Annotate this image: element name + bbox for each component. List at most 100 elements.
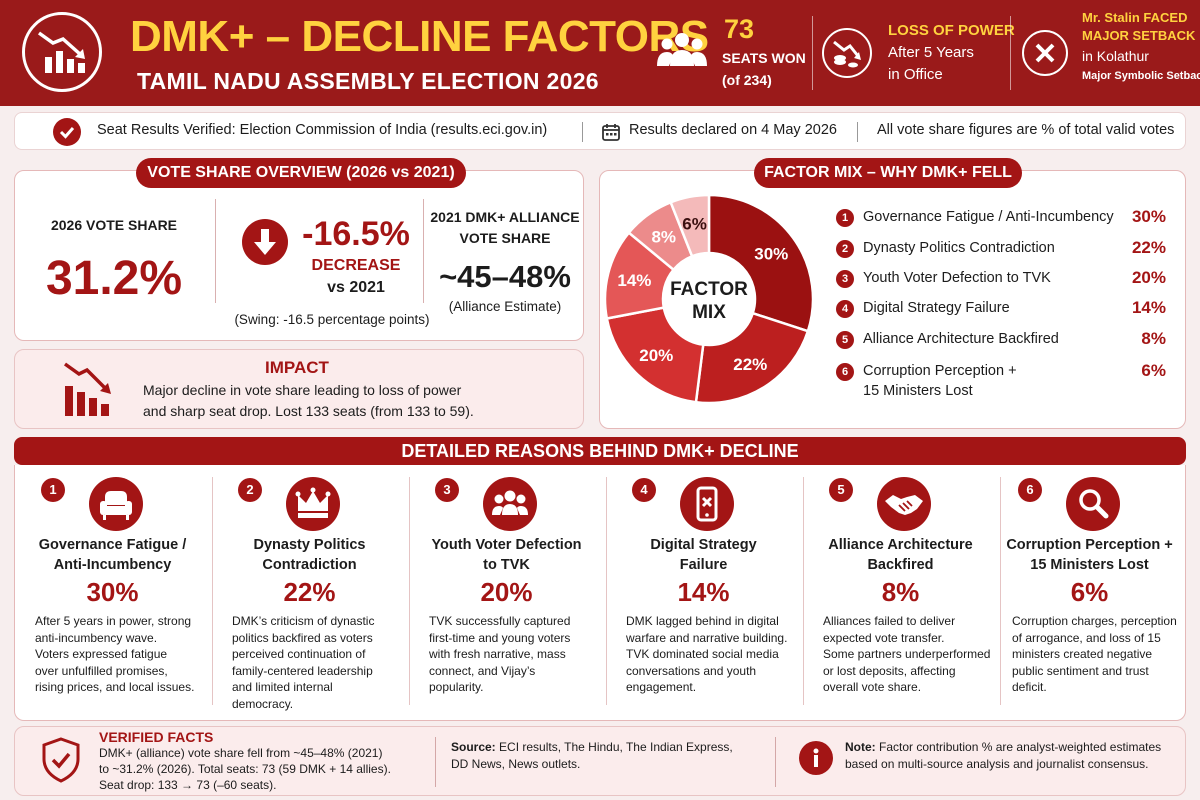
reason-description: After 5 years in power, strong anti-incum… [35, 614, 195, 694]
mobile-error-icon [680, 477, 734, 531]
reason-title: Corruption Perception +15 Ministers Lost [1006, 537, 1173, 573]
legend-label: Alliance Architecture Backfired [863, 331, 1059, 347]
calendar-icon [601, 122, 621, 146]
factor-mix-heading: FACTOR MIX – WHY DMK+ FELL [754, 158, 1022, 188]
reason-percent: 30% [86, 577, 139, 607]
legend-number-badge: 3 [836, 270, 854, 288]
verified-facts-line1: DMK+ (alliance) vote share fell from ~45… [99, 746, 383, 760]
declining-chart-logo-icon [22, 12, 102, 92]
vote-share-change-value: -16.5% [302, 215, 410, 253]
verified-facts-line3: Seat drop: 133 → 73 (–60 seats). [99, 778, 277, 792]
pie-slice-label: 8% [651, 228, 676, 247]
pie-slice-label: 20% [639, 346, 673, 365]
impact-panel: IMPACT Major decline in vote share leadi… [14, 349, 584, 429]
footer-panel: VERIFIED FACTS DMK+ (alliance) vote shar… [14, 726, 1186, 796]
magnifying-glass-icon [1066, 477, 1120, 531]
divider [212, 477, 213, 705]
reason-number: 5 [829, 478, 853, 502]
reason-title: Alliance Architecture Backfired [828, 537, 973, 573]
reason-description: TVK successfully captured first-time and … [429, 614, 571, 694]
reason-number: 3 [435, 478, 459, 502]
legend-value: 22% [1131, 238, 1166, 257]
reason-number: 6 [1018, 478, 1042, 502]
verification-source: Seat Results Verified: Election Commissi… [97, 122, 548, 138]
info-icon [799, 741, 833, 775]
pie-slice [694, 311, 810, 405]
divider [215, 199, 216, 303]
legend-item: 4 Digital Strategy Failure 14% [836, 298, 1166, 322]
pie-slice-label: 30% [754, 245, 788, 264]
legend-item: 6 Corruption Perception + 15 Ministers L… [836, 361, 1166, 405]
loss-of-power-title: LOSS OF POWER [888, 22, 1015, 39]
reason-percent: 14% [677, 577, 730, 607]
legend-label: Governance Fatigue / Anti-Incumbency [863, 209, 1114, 225]
legend-label: Corruption Perception + [863, 363, 1017, 379]
page-subtitle: TAMIL NADU ASSEMBLY ELECTION 2026 [137, 68, 599, 94]
legend-number-badge: 2 [836, 240, 854, 258]
vote-share-2021-note: (Alliance Estimate) [448, 299, 562, 314]
vote-share-2021-label-line1: 2021 DMK+ ALLIANCE [430, 209, 580, 225]
close-x-icon [1022, 30, 1068, 76]
legend-label-line2: 15 Ministers Lost [863, 383, 973, 399]
reason-percent: 8% [881, 577, 920, 607]
reason-description: Corruption charges, perception of arrogan… [1012, 614, 1177, 694]
pie-slice-label: 22% [733, 355, 767, 374]
donut-center-line1: FACTOR [670, 279, 748, 300]
verify-separator [582, 122, 583, 142]
people-group-icon [483, 477, 537, 531]
reason-title: Dynasty Politics Contradiction [253, 537, 366, 573]
legend-value: 6% [1141, 361, 1166, 380]
factor-mix-panel: 30% 22% 20% 14% 8% 6% FACTOR MIX [599, 170, 1186, 429]
pie-slice [605, 306, 705, 404]
vote-share-2026-label: 2026 VOTE SHARE [50, 217, 178, 233]
legend-label: Dynasty Politics Contradiction [863, 240, 1055, 256]
legend-value: 20% [1131, 268, 1166, 287]
vote-share-note: All vote share figures are % of total va… [877, 122, 1175, 138]
pie-slice [669, 193, 711, 258]
vote-share-heading: VOTE SHARE OVERVIEW (2026 vs 2021) [136, 158, 466, 188]
impact-line1: Major decline in vote share leading to l… [143, 382, 462, 398]
legend-number-badge: 4 [836, 300, 854, 318]
reason-number: 2 [238, 478, 262, 502]
verify-separator [857, 122, 858, 142]
donut-center [664, 254, 754, 344]
reason-card: 6 Corruption Perception +15 Ministers Lo… [992, 465, 1187, 721]
checkmark-icon [53, 118, 81, 146]
reason-title: Digital Strategy Failure [650, 537, 757, 573]
pie-slice-label: 6% [682, 214, 707, 233]
impact-line2: and sharp seat drop. Lost 133 seats (fro… [143, 403, 474, 419]
reason-card: 2 Dynasty Politics Contradiction 22% DMK’… [212, 465, 407, 721]
reason-card: 3 Youth Voter Defection to TVK 20% TVK su… [409, 465, 604, 721]
reason-percent: 22% [283, 577, 336, 607]
donut-center-line2: MIX [692, 302, 726, 323]
legend-item: 2 Dynasty Politics Contradiction 22% [836, 238, 1166, 262]
falling-coins-icon [822, 28, 872, 78]
reason-title: Governance Fatigue / Anti-Incumbency [38, 537, 187, 573]
legend-item: 3 Youth Voter Defection to TVK 20% [836, 268, 1166, 292]
note-line2: based on multi-source analysis and journ… [845, 757, 1149, 771]
stalin-line2: MAJOR SETBACK [1082, 28, 1196, 43]
legend-item: 1 Governance Fatigue / Anti-Incumbency 3… [836, 207, 1166, 231]
divider [409, 477, 410, 705]
declining-bars-icon [63, 360, 115, 423]
reason-description: Alliances failed to deliver expected vote… [823, 614, 991, 694]
legend-value: 14% [1131, 298, 1166, 317]
header-divider [1010, 16, 1011, 90]
page-title: DMK+ – DECLINE FACTORS [130, 12, 709, 61]
reason-card: 4 Digital Strategy Failure 14% DMK lagged… [606, 465, 801, 721]
divider [423, 199, 424, 303]
pie-slice-label: 14% [617, 271, 651, 290]
loss-of-power-line2: in Office [888, 66, 943, 83]
results-declared-date: Results declared on 4 May 2026 [629, 122, 837, 138]
legend-item: 5 Alliance Architecture Backfired 8% [836, 329, 1166, 353]
legend-value: 8% [1141, 329, 1166, 348]
divider [1000, 477, 1001, 705]
legend-number-badge: 6 [836, 363, 854, 381]
reason-card: 1 Governance Fatigue / Anti-Incumbency 30… [15, 465, 210, 721]
detailed-reasons-heading: DETAILED REASONS BEHIND DMK+ DECLINE [14, 437, 1186, 465]
reason-percent: 6% [1070, 577, 1109, 607]
note-line1: Note: Factor contribution % are analyst-… [845, 740, 1162, 754]
vote-share-2021-value: ~45–48% [439, 259, 571, 294]
seats-won-stat: 73 SEATS WON (of 234) [650, 0, 810, 106]
reason-number: 1 [41, 478, 65, 502]
